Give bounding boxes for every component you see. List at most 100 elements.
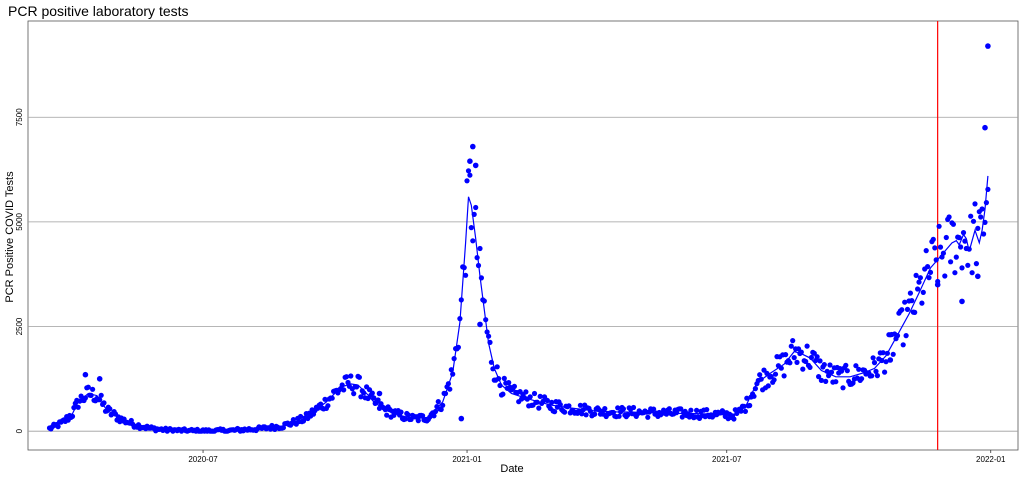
data-point (962, 238, 968, 244)
data-point (915, 286, 921, 292)
data-point (537, 393, 543, 399)
data-point (615, 405, 621, 411)
data-point (917, 275, 924, 281)
data-point (985, 186, 991, 192)
data-point (580, 407, 586, 413)
data-point (398, 409, 404, 415)
data-point (488, 359, 494, 365)
data-point (946, 214, 952, 220)
data-point (933, 257, 939, 263)
data-point (478, 275, 484, 281)
data-point (869, 373, 875, 379)
data-point (882, 369, 888, 375)
data-point (981, 231, 987, 237)
data-point (943, 234, 949, 241)
data-point (318, 401, 324, 407)
data-point (322, 396, 328, 402)
data-point (384, 412, 390, 418)
data-point (455, 344, 461, 350)
data-point (531, 390, 538, 397)
data-point (751, 393, 757, 399)
plot-panel (27, 20, 1019, 451)
data-point (907, 290, 914, 296)
data-point (483, 317, 489, 323)
data-point (936, 223, 942, 229)
data-point (926, 275, 932, 281)
data-point (814, 354, 820, 360)
data-point (880, 350, 886, 356)
data-point (856, 366, 862, 372)
data-point (798, 349, 804, 355)
x-tick-label: 2020-07 (188, 455, 218, 464)
data-point (440, 402, 446, 408)
data-point (356, 374, 362, 380)
chart-title: PCR positive laboratory tests (8, 3, 189, 19)
data-point (909, 298, 915, 304)
data-point-outlier (119, 417, 126, 424)
data-point (828, 369, 835, 375)
data-point (983, 200, 990, 206)
data-point (787, 360, 793, 366)
data-point (925, 264, 931, 270)
data-point (536, 405, 542, 411)
data-point (853, 363, 859, 369)
data-point (369, 390, 375, 396)
data-point (473, 204, 479, 211)
data-point (850, 380, 856, 386)
data-point (912, 309, 918, 315)
data-point (817, 358, 823, 364)
data-point (859, 376, 865, 382)
data-point (458, 297, 464, 303)
data-point (838, 368, 845, 374)
data-point (438, 406, 444, 413)
data-point (742, 408, 749, 414)
data-point (625, 412, 631, 418)
data-point-outlier (887, 357, 894, 363)
data-point (940, 250, 947, 256)
data-point (790, 338, 796, 344)
data-point (904, 306, 911, 312)
data-point (435, 399, 441, 405)
data-point (757, 372, 763, 378)
data-point (432, 408, 439, 415)
data-point (75, 404, 81, 410)
data-point (544, 397, 551, 404)
data-point (467, 172, 473, 178)
data-point-outlier (477, 321, 483, 328)
data-point (965, 262, 971, 268)
data-point (557, 402, 563, 408)
data-point (496, 376, 502, 382)
data-point (55, 424, 61, 430)
data-point (953, 254, 959, 260)
data-point (758, 376, 764, 382)
data-point-outlier (458, 415, 465, 422)
data-point (968, 213, 974, 219)
data-point (731, 416, 737, 422)
data-point (874, 373, 881, 379)
data-point (975, 225, 981, 231)
data-point (823, 378, 829, 384)
data-point (471, 211, 477, 217)
data-point (827, 362, 833, 368)
data-point (958, 244, 964, 250)
data-point (82, 395, 88, 401)
data-point (69, 413, 76, 419)
data-point (937, 244, 944, 250)
data-point (744, 395, 750, 401)
data-point (351, 391, 357, 397)
data-point (772, 371, 779, 377)
data-point (402, 416, 408, 422)
data-point (826, 373, 832, 379)
data-point (663, 411, 670, 417)
data-point (890, 351, 896, 357)
data-point (942, 273, 948, 279)
data-point (979, 206, 985, 212)
data-point-outlier (376, 390, 383, 397)
data-point-outlier (470, 143, 476, 150)
data-point (506, 380, 512, 386)
data-point (982, 219, 988, 225)
data-point (932, 245, 938, 251)
data-point (457, 316, 463, 322)
data-point (354, 384, 360, 390)
